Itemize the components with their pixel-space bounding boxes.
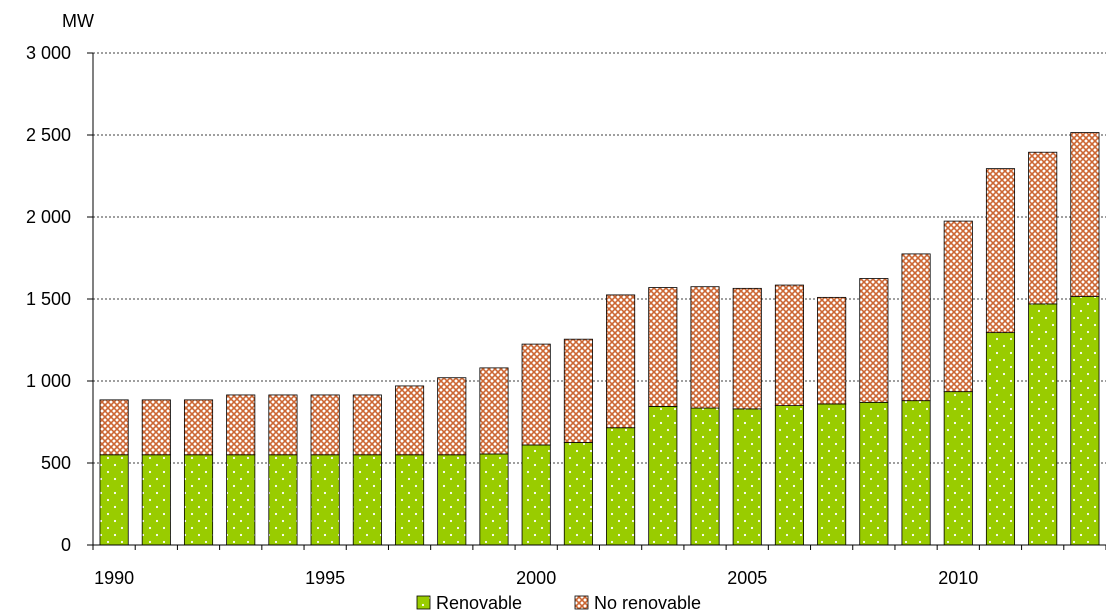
y-tick-label: 2 000 — [26, 207, 71, 227]
bar-no-renovable — [310, 394, 340, 456]
bar-renovable — [183, 454, 214, 546]
gridlines — [93, 52, 1106, 464]
bar-renovable — [817, 403, 847, 546]
bar-renovable — [437, 454, 467, 546]
bar-renovable — [268, 454, 298, 546]
y-tick-label: 2 500 — [26, 125, 71, 145]
bar-no-renovable — [901, 253, 931, 402]
bar-no-renovable — [268, 394, 298, 456]
bar-renovable — [395, 454, 425, 546]
bar-no-renovable — [437, 377, 467, 456]
bar-no-renovable — [859, 278, 889, 403]
bar-renovable — [732, 408, 762, 546]
x-tick-label: 2000 — [516, 568, 556, 588]
bar-no-renovable — [985, 168, 1016, 334]
x-tick-label: 2005 — [727, 568, 767, 588]
bar-no-renovable — [817, 296, 847, 405]
bar-no-renovable — [352, 394, 382, 456]
bar-renovable — [985, 332, 1016, 546]
bar-no-renovable — [479, 367, 509, 455]
bar-no-renovable — [183, 399, 214, 456]
bar-no-renovable — [648, 287, 678, 407]
y-axis-label: MW — [62, 11, 94, 31]
x-tick-label: 1990 — [94, 568, 134, 588]
bar-renovable — [1028, 303, 1058, 546]
bar-no-renovable — [774, 284, 804, 406]
bar-renovable — [901, 400, 931, 546]
bar-no-renovable — [226, 394, 256, 456]
bar-renovable — [563, 442, 593, 546]
y-tick-label: 1 000 — [26, 371, 71, 391]
bar-no-renovable — [690, 286, 720, 409]
x-tick-label: 2010 — [938, 568, 978, 588]
bars — [99, 132, 1100, 546]
bar-renovable — [1070, 296, 1100, 546]
bar-renovable — [606, 427, 636, 546]
bar-no-renovable — [943, 220, 973, 393]
bar-no-renovable — [606, 294, 636, 429]
y-tick-label: 0 — [61, 535, 71, 555]
axes: 0 500 1 000 1 500 2 000 2 500 3 000 1990 1995 200… — [26, 43, 1106, 588]
x-tick-label: 1995 — [305, 568, 345, 588]
bar-renovable — [226, 454, 256, 546]
legend: Renovable No renovable — [416, 593, 701, 613]
bar-no-renovable — [99, 399, 129, 456]
bar-no-renovable — [395, 385, 425, 456]
bar-renovable — [479, 453, 509, 546]
bar-no-renovable — [521, 343, 551, 446]
bar-no-renovable — [1028, 151, 1058, 305]
y-tick-label: 3 000 — [26, 43, 71, 63]
bar-renovable — [141, 454, 171, 546]
bar-renovable — [352, 454, 382, 546]
bar-no-renovable — [1070, 132, 1100, 297]
bar-renovable — [521, 444, 551, 546]
bar-renovable — [943, 391, 973, 546]
legend-label-renovable: Renovable — [436, 593, 522, 613]
bar-no-renovable — [563, 338, 593, 443]
y-tick-label: 1 500 — [26, 289, 71, 309]
bar-no-renovable — [141, 399, 171, 456]
bar-renovable — [859, 401, 889, 546]
bar-renovable — [310, 454, 340, 546]
bar-no-renovable — [732, 287, 762, 410]
bar-renovable — [690, 407, 720, 546]
legend-swatch-no-renovable — [574, 595, 589, 610]
legend-label-no-renovable: No renovable — [594, 593, 701, 613]
bar-renovable — [648, 406, 678, 546]
y-tick-label: 500 — [41, 453, 71, 473]
bar-renovable — [99, 454, 129, 546]
legend-swatch-renovable — [416, 595, 431, 610]
bar-renovable — [774, 405, 804, 546]
